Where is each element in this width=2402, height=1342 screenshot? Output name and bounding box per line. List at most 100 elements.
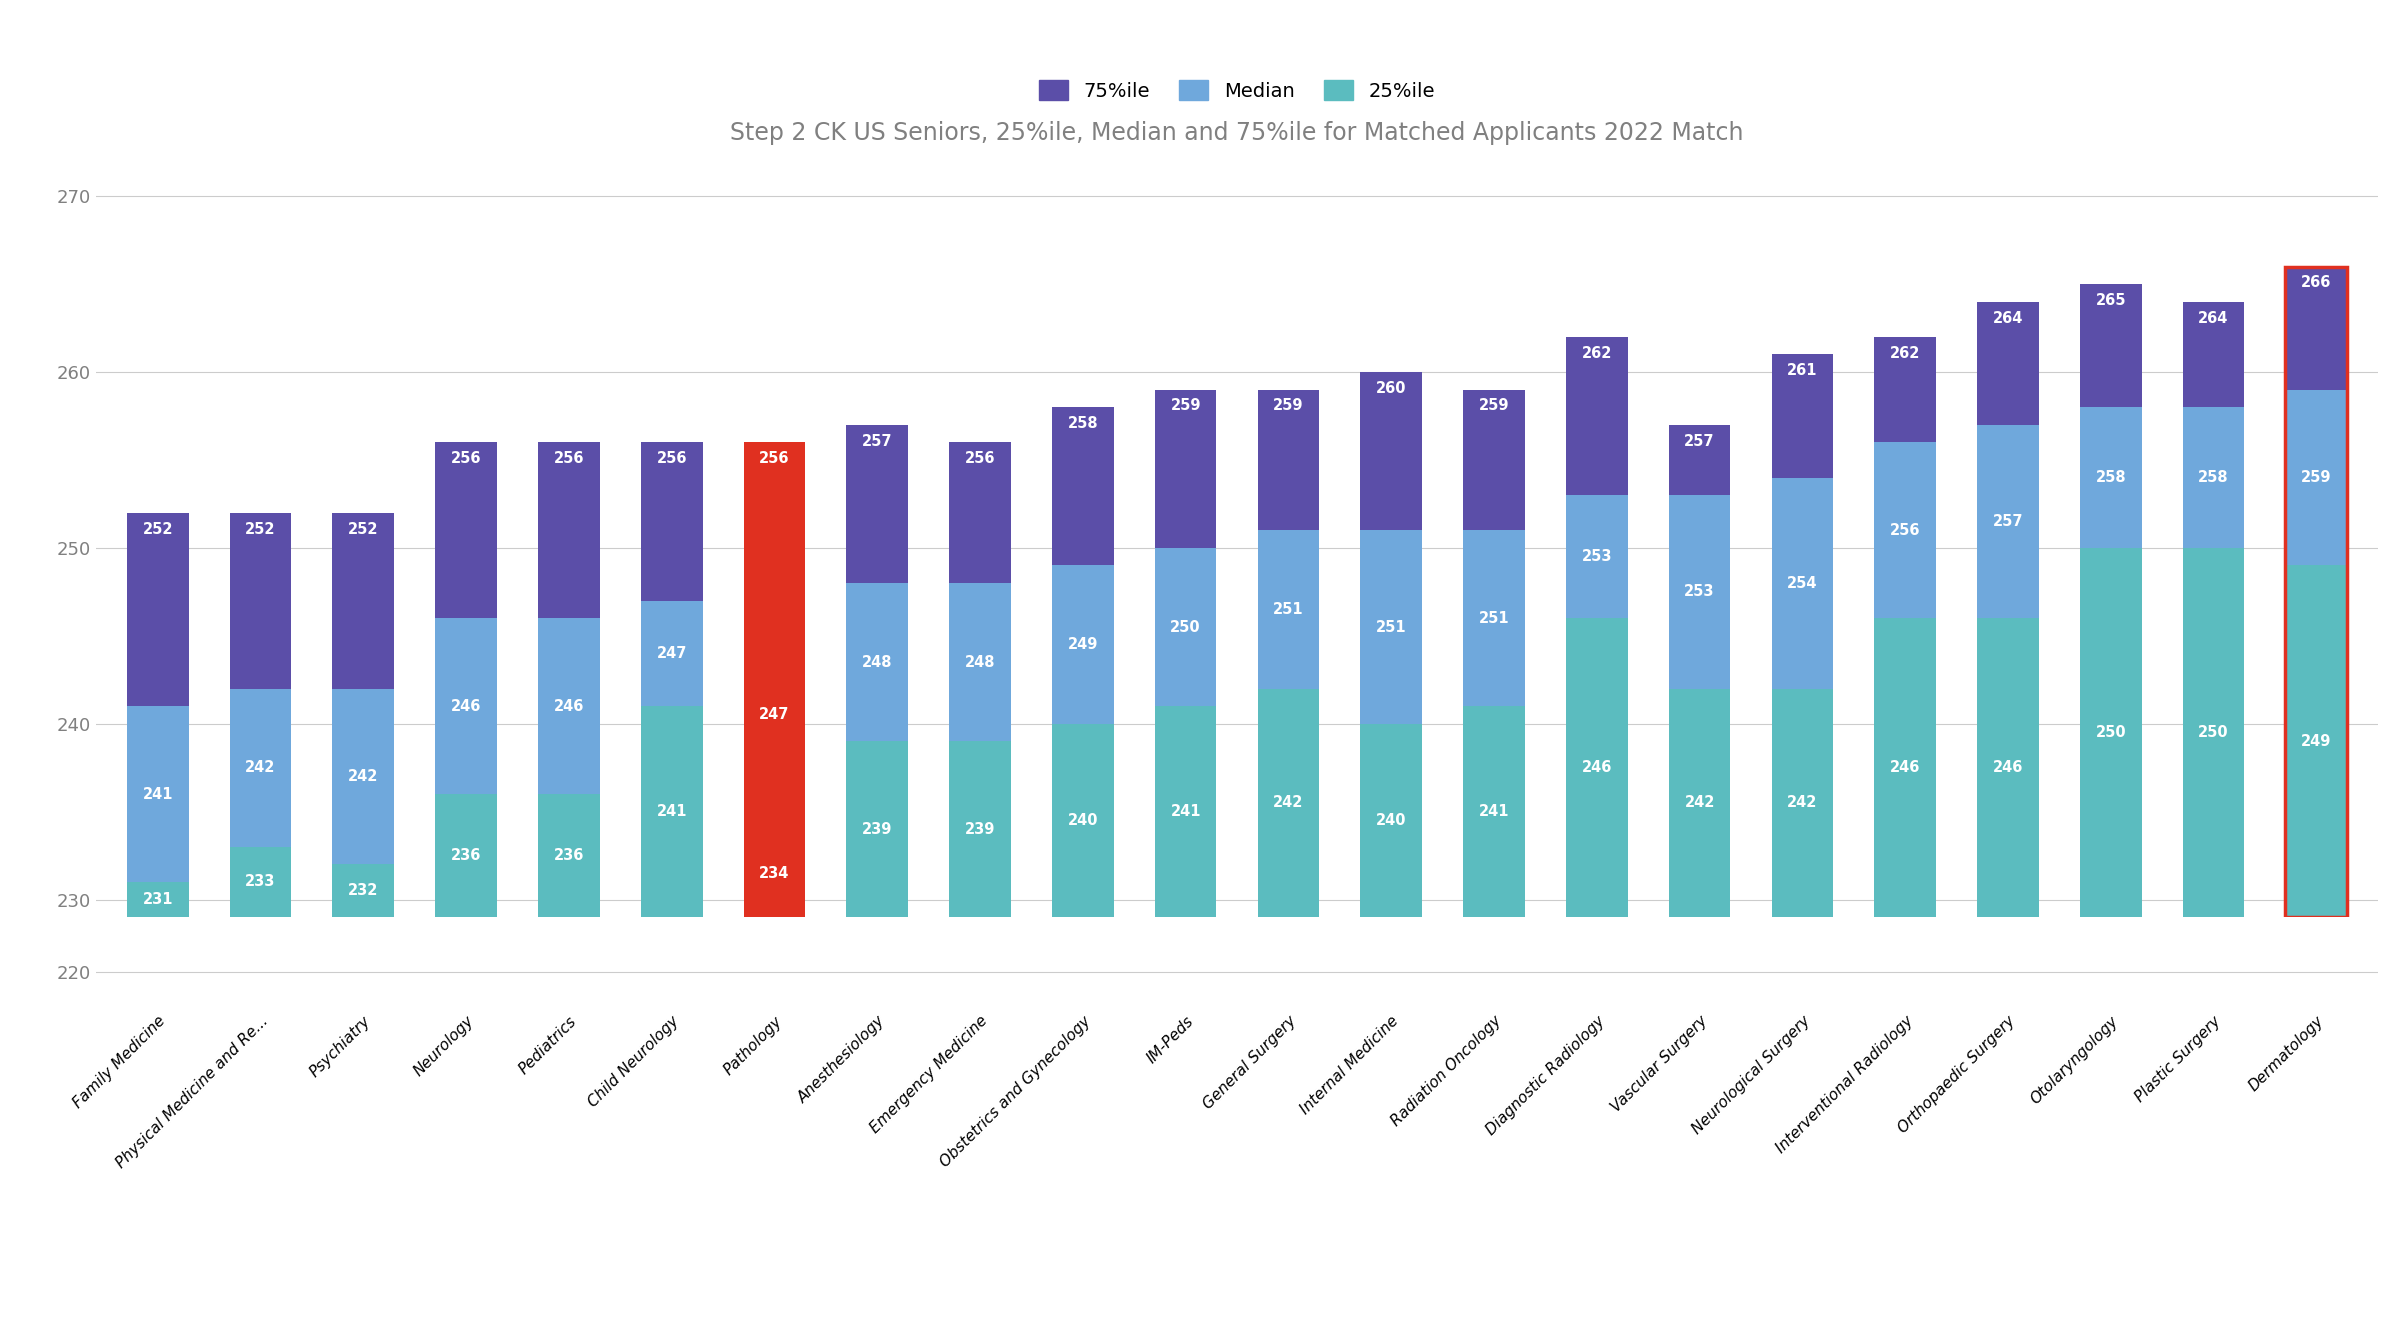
Bar [435,794,497,917]
Text: 234: 234 [759,866,790,880]
Bar [331,688,394,864]
Text: 239: 239 [966,821,994,836]
Bar [231,847,291,917]
Bar [745,443,805,601]
Text: 260: 260 [1376,381,1408,396]
Text: 240: 240 [1376,813,1408,828]
Text: 256: 256 [1890,523,1922,538]
Text: 249: 249 [2301,734,2332,749]
Bar [949,443,1011,582]
Bar [1259,688,1319,917]
Text: 261: 261 [1787,364,1818,378]
Text: 233: 233 [245,875,276,890]
Bar [1977,425,2039,619]
Bar [846,582,908,741]
Text: 256: 256 [759,451,790,466]
Text: 253: 253 [1581,549,1612,564]
Text: 247: 247 [656,646,687,660]
Text: 252: 252 [245,522,276,537]
Text: 256: 256 [656,451,687,466]
Bar [2080,407,2143,548]
Bar [1052,407,1115,565]
Bar [2080,285,2143,407]
Bar [641,601,701,706]
Bar [1566,495,1629,619]
Text: 232: 232 [348,883,380,898]
Bar [127,882,190,917]
Bar [1874,443,1936,619]
Text: 257: 257 [1994,514,2022,529]
Bar [331,864,394,917]
Text: 258: 258 [2095,470,2126,484]
Bar [2284,565,2347,917]
Text: 242: 242 [1684,796,1715,811]
Bar [2183,548,2243,917]
Text: 250: 250 [2095,725,2126,739]
Text: 242: 242 [348,769,380,784]
Text: 264: 264 [1994,310,2022,326]
Bar [1669,688,1729,917]
Text: 246: 246 [1581,760,1612,776]
Bar [1773,478,1833,688]
Legend: 75%ile, Median, 25%ile: 75%ile, Median, 25%ile [1030,72,1444,109]
Text: 242: 242 [1787,796,1818,811]
Bar [846,425,908,582]
Text: 231: 231 [142,892,173,907]
Text: 241: 241 [1170,804,1201,819]
Bar [1259,530,1319,688]
Text: 250: 250 [2198,725,2229,739]
Text: 247: 247 [759,707,790,722]
Text: 241: 241 [656,804,687,819]
Text: 248: 248 [966,655,994,670]
Bar [1155,706,1215,917]
Bar [2284,267,2347,389]
Bar [1052,565,1115,723]
Bar [1669,425,1729,495]
Bar [2080,548,2143,917]
Bar [231,513,291,688]
Text: 252: 252 [348,522,380,537]
Text: 259: 259 [1170,399,1201,413]
Text: 265: 265 [2095,293,2126,307]
Bar [1669,495,1729,688]
Text: 256: 256 [552,451,584,466]
Bar [231,688,291,847]
Text: 259: 259 [1273,399,1304,413]
Text: 251: 251 [1273,603,1304,617]
Bar [435,443,497,619]
Text: 253: 253 [1684,584,1715,600]
Text: 241: 241 [1480,804,1508,819]
Text: 264: 264 [2198,310,2229,326]
Text: 248: 248 [862,655,894,670]
Bar [745,829,805,917]
Bar [1566,337,1629,495]
Text: 262: 262 [1581,346,1612,361]
Bar [127,513,190,706]
Bar [331,513,394,688]
Text: 236: 236 [452,848,480,863]
Bar [1155,548,1215,706]
Bar [1977,619,2039,917]
Bar [1977,302,2039,425]
Bar [1360,530,1422,723]
Bar [1360,372,1422,530]
Text: 254: 254 [1787,576,1818,590]
Bar [2183,302,2243,407]
Text: 258: 258 [1066,416,1098,431]
Text: 242: 242 [1273,796,1304,811]
Bar [745,601,805,829]
Text: 246: 246 [555,699,584,714]
Bar [538,794,600,917]
Bar [1773,354,1833,478]
Bar [949,741,1011,917]
Text: 258: 258 [2198,470,2229,484]
Bar [641,706,701,917]
Title: Step 2 CK US Seniors, 25%ile, Median and 75%ile for Matched Applicants 2022 Matc: Step 2 CK US Seniors, 25%ile, Median and… [730,121,1744,145]
Bar [1463,530,1525,706]
Bar [1259,389,1319,530]
Bar [846,741,908,917]
Text: 257: 257 [1684,433,1715,448]
Text: 246: 246 [452,699,480,714]
Bar [1874,619,1936,917]
Bar [127,706,190,882]
